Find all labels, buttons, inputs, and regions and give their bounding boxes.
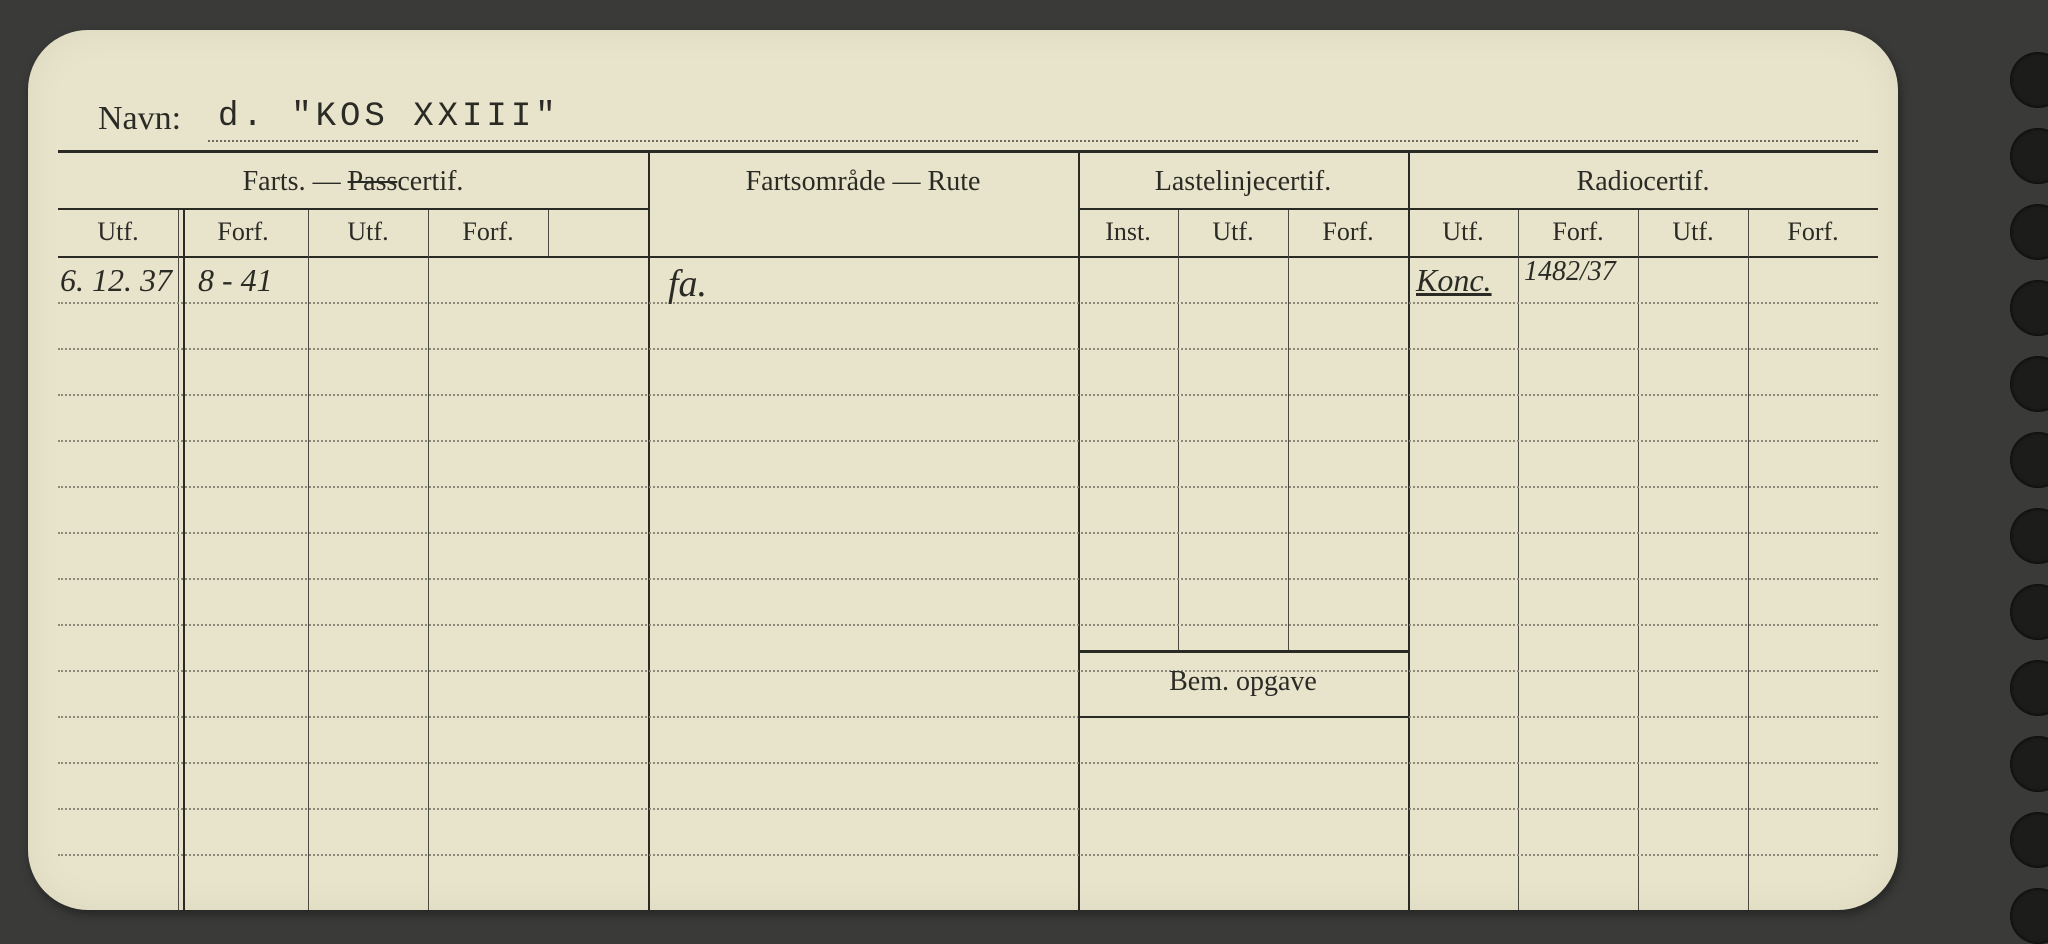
cell-farts-forf1: 8 - 41 xyxy=(198,262,273,299)
cell-radio-utf1: Konc. xyxy=(1416,262,1492,299)
punch-hole xyxy=(2010,204,2048,260)
sub-radio-utf2: Utf. xyxy=(1638,210,1748,254)
punch-hole xyxy=(2010,280,2048,336)
row-line-11 xyxy=(58,762,1878,764)
sub-laste-inst: Inst. xyxy=(1078,210,1178,254)
navn-underline xyxy=(208,140,1858,142)
hdr-farts: Farts. — Passcertif. xyxy=(58,160,648,204)
cell-rute: fa. xyxy=(668,262,707,306)
cell-farts-utf1: 6. 12. 37 xyxy=(60,262,172,299)
vline-laste-b xyxy=(1288,210,1289,650)
sub-farts-forf2: Forf. xyxy=(428,210,548,254)
punch-hole xyxy=(2010,356,2048,412)
sub-laste-forf: Forf. xyxy=(1288,210,1408,254)
vline-farts-a xyxy=(178,210,179,910)
row-line-4 xyxy=(58,440,1878,442)
hdr-rute: Fartsområde — Rute xyxy=(648,160,1078,204)
vline-radio-a xyxy=(1518,210,1519,910)
hdr-laste: Lastelinjecertif. xyxy=(1078,160,1408,204)
row-line-5 xyxy=(58,486,1878,488)
sub-laste-utf: Utf. xyxy=(1178,210,1288,254)
row-line-10 xyxy=(58,716,1878,718)
vline-laste-end xyxy=(1408,152,1410,910)
hdr-farts-struck: Pass xyxy=(348,166,398,197)
bem-rule xyxy=(1078,650,1408,653)
vline-radio-b xyxy=(1638,210,1639,910)
sub-farts-utf2: Utf. xyxy=(308,210,428,254)
sub-radio-utf1: Utf. xyxy=(1408,210,1518,254)
punch-hole xyxy=(2010,128,2048,184)
row-line-1 xyxy=(58,302,1878,304)
sub-radio-forf1: Forf. xyxy=(1518,210,1638,254)
cell-radio-forf1: 1482/37 xyxy=(1524,256,1616,288)
vline-farts-a2 xyxy=(183,210,185,910)
punch-hole xyxy=(2010,736,2048,792)
navn-label: Navn: xyxy=(98,100,181,138)
hdr-farts-pre: Farts. — xyxy=(243,166,341,197)
index-card: Navn: d. "KOS XXIII" Farts. — Passcertif… xyxy=(28,30,1898,910)
punch-hole xyxy=(2010,432,2048,488)
punch-hole xyxy=(2010,508,2048,564)
row-line-6 xyxy=(58,532,1878,534)
row-line-9 xyxy=(58,670,1878,672)
navn-row: Navn: d. "KOS XXIII" xyxy=(98,90,1858,150)
rule-top xyxy=(58,150,1878,153)
row-line-7 xyxy=(58,578,1878,580)
punch-hole xyxy=(2010,584,2048,640)
vline-radio-c xyxy=(1748,210,1749,910)
row-line-8 xyxy=(58,624,1878,626)
vline-farts-end xyxy=(648,152,650,910)
bem-label: Bem. opgave xyxy=(1078,666,1408,698)
row-line-12 xyxy=(58,808,1878,810)
row-line-2 xyxy=(58,348,1878,350)
punch-hole xyxy=(2010,660,2048,716)
row-line-13 xyxy=(58,854,1878,856)
sub-farts-utf1: Utf. xyxy=(58,210,178,254)
vline-laste-a xyxy=(1178,210,1179,650)
vline-farts-b xyxy=(308,210,309,910)
hdr-radio: Radiocertif. xyxy=(1408,160,1878,204)
punch-hole xyxy=(2010,52,2048,108)
page-root: Navn: d. "KOS XXIII" Farts. — Passcertif… xyxy=(0,0,2048,942)
navn-value: d. "KOS XXIII" xyxy=(218,98,560,136)
vline-rute-end xyxy=(1078,152,1080,910)
vline-farts-c xyxy=(428,210,429,910)
vline-farts-d xyxy=(548,210,549,256)
punch-hole xyxy=(2010,888,2048,944)
row-line-3 xyxy=(58,394,1878,396)
punch-hole xyxy=(2010,812,2048,868)
hdr-farts-suffix: certif. xyxy=(397,166,463,197)
bem-rule2 xyxy=(1078,716,1408,718)
sub-radio-forf2: Forf. xyxy=(1748,210,1878,254)
sub-farts-forf1: Forf. xyxy=(178,210,308,254)
